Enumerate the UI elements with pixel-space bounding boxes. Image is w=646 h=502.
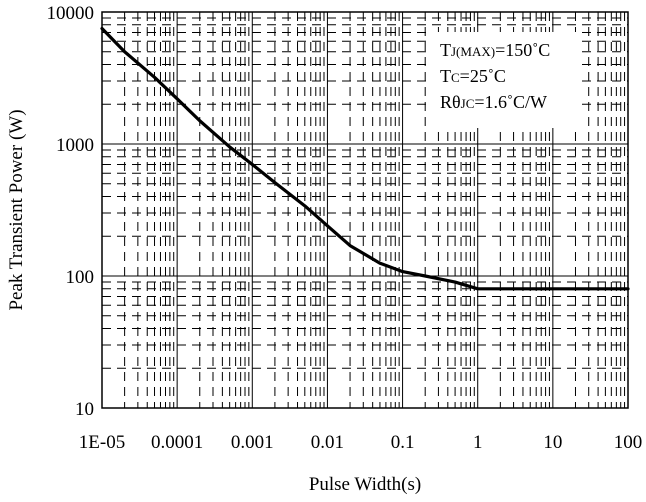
x-tick-label: 0.1 xyxy=(391,432,415,453)
y-axis-label: Peak Transient Power (W) xyxy=(6,109,27,310)
annotation-block: TJ(MAX)=150˚C TC=25˚C RθJC=1.6˚C/W xyxy=(440,40,550,112)
x-axis-label: Pulse Width(s) xyxy=(309,474,421,495)
minor-gridlines xyxy=(102,12,628,408)
y-tick-label: 10000 xyxy=(47,3,95,24)
x-axis-ticks: 1E-05 0.0001 0.001 0.01 0.1 1 10 100 xyxy=(79,432,642,453)
x-tick-label: 0.001 xyxy=(231,432,274,453)
x-tick-label: 0.0001 xyxy=(151,432,203,453)
y-axis-ticks: 10 100 1000 10000 xyxy=(47,3,95,420)
x-tick-label: 1E-05 xyxy=(79,432,125,453)
x-tick-label: 10 xyxy=(543,432,562,453)
plot-area-frame xyxy=(101,11,629,409)
series-line xyxy=(100,26,630,291)
x-tick-label: 0.01 xyxy=(311,432,344,453)
y-tick-label: 1000 xyxy=(56,135,94,156)
y-tick-label: 100 xyxy=(66,267,95,288)
annotation-tc: TC=25˚C xyxy=(440,66,506,86)
annotation-tjmax: TJ(MAX)=150˚C xyxy=(440,40,550,60)
x-tick-label: 1 xyxy=(473,432,483,453)
annotation-background xyxy=(432,32,582,128)
y-tick-label: 10 xyxy=(75,399,94,420)
annotation-rthjc: RθJC=1.6˚C/W xyxy=(440,92,547,112)
x-tick-label: 100 xyxy=(614,432,643,453)
